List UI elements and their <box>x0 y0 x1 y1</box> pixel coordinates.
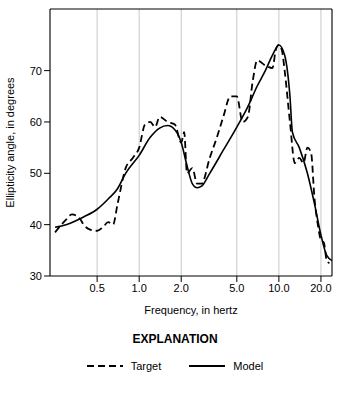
svg-text:60: 60 <box>30 116 42 128</box>
svg-text:Frequency, in hertz: Frequency, in hertz <box>144 304 237 316</box>
svg-text:40: 40 <box>30 219 42 231</box>
svg-text:50: 50 <box>30 167 42 179</box>
html-text:Target: Target <box>130 360 162 372</box>
svg-text:2.0: 2.0 <box>174 282 189 294</box>
svg-text:30: 30 <box>30 270 42 282</box>
html-text:Model: Model <box>233 360 264 372</box>
html-text:EXPLANATION: EXPLANATION <box>132 332 218 346</box>
svg-text:70: 70 <box>30 65 42 77</box>
svg-text:5.0: 5.0 <box>229 282 244 294</box>
svg-text:20.0: 20.0 <box>310 282 331 294</box>
svg-text:10.0: 10.0 <box>268 282 289 294</box>
svg-text:0.5: 0.5 <box>89 282 104 294</box>
svg-text:Ellipticity angle, in degrees: Ellipticity angle, in degrees <box>8 77 16 208</box>
svg-text:1.0: 1.0 <box>132 282 147 294</box>
